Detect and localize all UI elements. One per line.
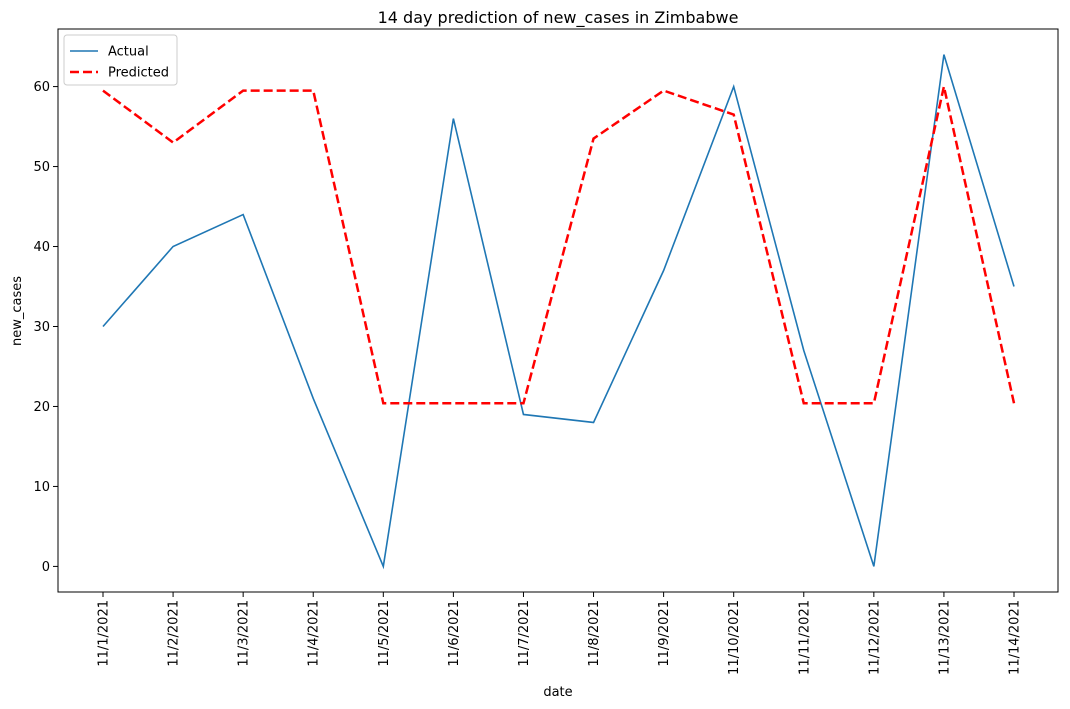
x-tick-label: 11/1/2021 [97, 600, 112, 667]
x-tick-label: 11/7/2021 [517, 600, 532, 667]
series-line-predicted [102, 86, 1016, 405]
x-tick-label: 11/5/2021 [377, 600, 392, 667]
y-tick-label: 20 [33, 400, 50, 415]
y-tick-label: 60 [33, 80, 50, 95]
x-tick-label: 11/4/2021 [307, 600, 322, 667]
x-tick-label: 11/11/2021 [797, 600, 812, 675]
x-axis-label: date [543, 685, 572, 700]
chart-title: 14 day prediction of new_cases in Zimbab… [378, 8, 739, 28]
x-tick-label: 11/14/2021 [1008, 600, 1023, 675]
legend-label-actual: Actual [108, 45, 149, 60]
x-tick-label: 11/9/2021 [657, 600, 672, 667]
x-tick-label: 11/2/2021 [167, 600, 182, 667]
y-tick-label: 30 [33, 320, 50, 335]
x-tick-label: 11/10/2021 [727, 600, 742, 675]
y-tick-label: 50 [33, 160, 50, 175]
x-tick-label: 11/12/2021 [867, 600, 882, 675]
x-tick-label: 11/13/2021 [937, 600, 952, 675]
y-tick-label: 0 [42, 560, 50, 575]
legend-box [63, 34, 178, 86]
legend: Actual Predicted [63, 34, 178, 86]
series-line-actual [102, 54, 1015, 570]
y-tick-label: 10 [33, 480, 50, 495]
x-axis: 11/1/2021 11/2/2021 11/3/2021 11/4/2021 11/5… [97, 592, 1023, 675]
x-tick-label: 11/3/2021 [237, 600, 252, 667]
x-tick-label: 11/8/2021 [587, 600, 602, 667]
y-tick-label: 40 [33, 240, 50, 255]
x-tick-label: 11/6/2021 [447, 600, 462, 667]
legend-label-predicted: Predicted [108, 66, 169, 81]
plot-area [57, 28, 1059, 593]
y-axis-label: new_cases [10, 276, 25, 346]
series-layer [102, 54, 1016, 570]
y-axis: 0 10 20 30 40 50 60 [33, 80, 58, 575]
